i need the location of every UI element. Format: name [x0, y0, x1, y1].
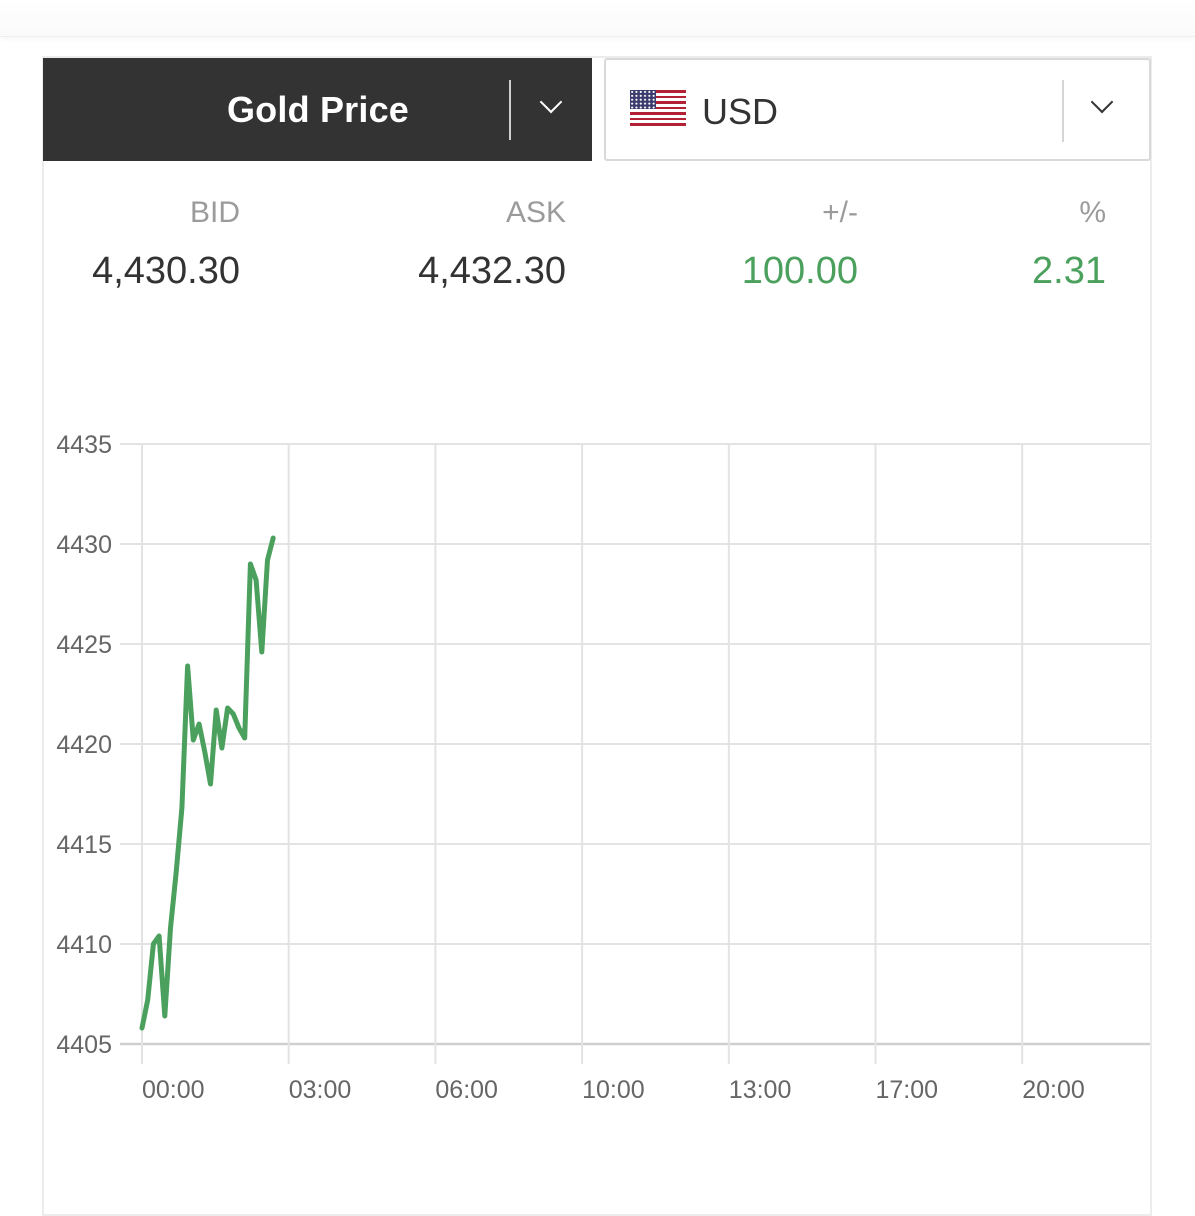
top-header-strip [0, 0, 1195, 37]
gold-price-widget [42, 56, 1152, 1216]
price-chart: 4405 4410 4415 4420 4425 4430 4435 00:00 03:00 0… [56, 431, 1150, 1104]
bid-label: BID [189, 196, 240, 229]
currency-selector-divider [1062, 80, 1064, 142]
percent-value: 2.31 [1032, 250, 1106, 292]
y-tick-label: 4420 [56, 731, 112, 759]
y-tick-label: 4425 [56, 631, 112, 659]
metal-selector-label: Gold Price [226, 89, 410, 130]
y-tick-label: 4430 [56, 531, 112, 559]
y-tick-label: 4435 [56, 431, 112, 459]
y-tick-label: 4415 [56, 831, 112, 859]
x-tick-label: 06:00 [435, 1076, 498, 1104]
currency-code: USD [702, 91, 779, 132]
change-value: 100.00 [741, 250, 858, 292]
ask-label: ASK [505, 196, 566, 229]
x-tick-label: 00:00 [142, 1076, 205, 1104]
ask-value: 4,432.30 [418, 250, 566, 292]
metal-selector[interactable]: Gold Price [43, 58, 592, 161]
x-tick-label: 20:00 [1022, 1076, 1085, 1104]
percent-label: % [1079, 196, 1106, 229]
y-tick-label: 4405 [56, 1031, 112, 1059]
metal-selector-divider [509, 80, 511, 140]
change-label: +/- [822, 196, 858, 229]
y-tick-label: 4410 [56, 931, 112, 959]
x-tick-label: 10:00 [582, 1076, 645, 1104]
bid-value: 4,430.30 [92, 250, 240, 292]
x-tick-label: 13:00 [729, 1076, 792, 1104]
us-flag-icon [630, 90, 686, 126]
price-series-line [139, 535, 276, 1031]
x-tick-label: 03:00 [289, 1076, 352, 1104]
currency-selector[interactable]: USD [604, 58, 1151, 161]
x-tick-label: 17:00 [876, 1076, 939, 1104]
chevron-down-icon[interactable] [1090, 90, 1114, 114]
